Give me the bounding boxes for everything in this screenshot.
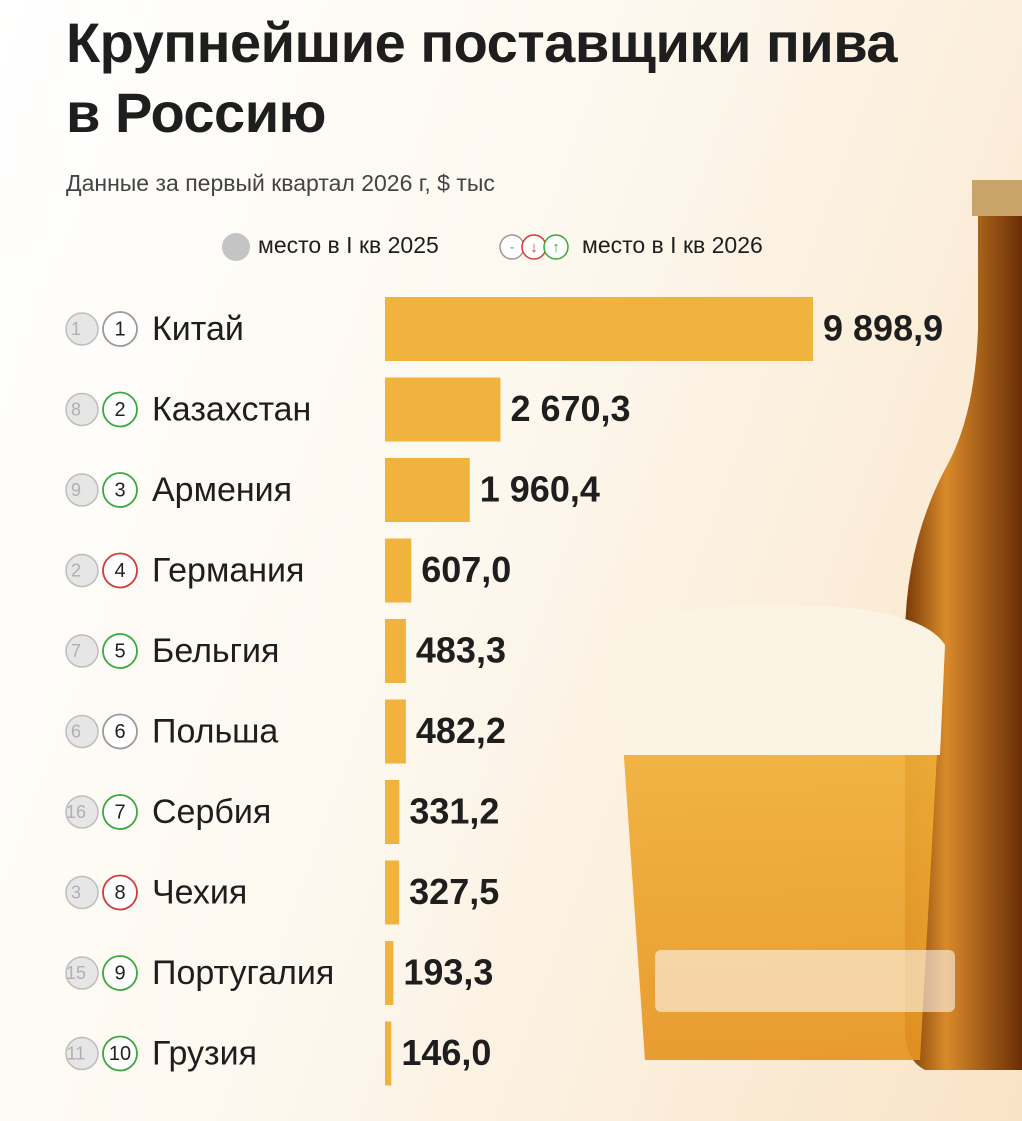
legend-icon-previous <box>222 233 250 261</box>
value-label: 1 960,4 <box>480 469 600 510</box>
rank-previous: 15 <box>66 963 86 983</box>
category-label: Сербия <box>152 793 271 831</box>
value-label: 193,3 <box>403 952 493 993</box>
legend-symbol: ↓ <box>530 239 538 256</box>
bottle <box>905 180 1022 1070</box>
rank-current-badge <box>102 311 138 347</box>
rank-previous: 8 <box>71 399 81 419</box>
bar <box>385 780 400 844</box>
rank-current-badge <box>102 874 138 911</box>
category-label: Чехия <box>152 873 247 911</box>
rank-previous: 9 <box>71 480 81 500</box>
rank-previous: 16 <box>66 802 86 822</box>
value-label: 2 670,3 <box>510 388 630 429</box>
rank-current: 4 <box>114 560 125 582</box>
rank-current: 2 <box>114 399 125 421</box>
rank-current-badge <box>102 472 138 508</box>
bar <box>385 860 400 925</box>
foam <box>612 605 945 755</box>
rank-previous-badge <box>65 956 99 990</box>
bar <box>385 297 813 361</box>
rank-previous: 7 <box>71 641 81 661</box>
rank-current: 6 <box>114 721 125 743</box>
rank-current-badge <box>102 1035 138 1072</box>
rank-current-badge <box>102 794 138 830</box>
bar <box>385 941 394 1005</box>
bar <box>385 619 406 683</box>
category-label: Бельгия <box>152 632 279 670</box>
rank-current-badge <box>102 713 138 750</box>
value-label: 146,0 <box>401 1032 491 1073</box>
rank-current: 3 <box>114 479 125 501</box>
category-label: Армения <box>152 471 292 509</box>
rank-current-badge <box>102 955 138 991</box>
value-label: 9 898,9 <box>823 308 943 349</box>
rank-previous-badge <box>65 714 99 749</box>
bar <box>385 377 501 442</box>
chart-subtitle: Данные за первый квартал 2026 г, $ тыс <box>66 170 495 196</box>
rank-previous: 3 <box>71 882 81 902</box>
bar <box>385 458 470 522</box>
category-label: Португалия <box>152 954 334 992</box>
rank-previous: 11 <box>67 1043 86 1063</box>
bar <box>385 699 406 764</box>
rank-previous: 6 <box>71 721 81 741</box>
rank-current-badge <box>102 552 138 589</box>
glass-label <box>655 950 955 1012</box>
category-label: Китай <box>152 310 244 348</box>
legend-icon-current <box>543 234 569 260</box>
rank-previous-badge <box>65 553 99 588</box>
rank-previous-badge <box>65 795 99 829</box>
rank-current: 10 <box>109 1043 131 1065</box>
rank-previous-badge <box>65 392 99 427</box>
rank-previous-badge <box>65 875 99 910</box>
legend-current: место в I кв 2026 <box>582 232 763 258</box>
rank-previous-badge <box>65 634 99 668</box>
rank-current-badge <box>102 633 138 669</box>
bar <box>385 1021 392 1086</box>
rank-previous: 1 <box>71 319 81 339</box>
rank-current: 8 <box>114 882 125 904</box>
value-label: 331,2 <box>409 791 499 832</box>
rank-previous-badge <box>65 1036 99 1071</box>
category-label: Казахстан <box>152 390 311 428</box>
legend-previous: место в I кв 2025 <box>258 232 439 258</box>
rank-previous: 2 <box>71 560 81 580</box>
value-label: 483,3 <box>416 630 506 671</box>
chart-title: Крупнейшие поставщики пива в Россию <box>66 11 898 144</box>
category-label: Германия <box>152 551 304 589</box>
rank-current: 7 <box>114 801 125 823</box>
category-label: Грузия <box>152 1034 257 1072</box>
rank-previous-badge <box>65 312 99 346</box>
rank-previous-badge <box>65 473 99 507</box>
value-label: 482,2 <box>416 710 506 751</box>
rank-current: 1 <box>114 318 125 340</box>
bottle-cap <box>972 180 1022 216</box>
rank-current: 5 <box>114 640 125 662</box>
illustration <box>612 180 1022 1070</box>
rank-current-badge <box>102 391 138 428</box>
rank-current: 9 <box>114 962 125 984</box>
legend-symbol: - <box>510 239 515 256</box>
value-label: 607,0 <box>421 549 511 590</box>
legend-symbol: ↑ <box>552 239 560 256</box>
category-label: Польша <box>152 712 278 750</box>
bar <box>385 538 412 603</box>
value-label: 327,5 <box>409 871 499 912</box>
